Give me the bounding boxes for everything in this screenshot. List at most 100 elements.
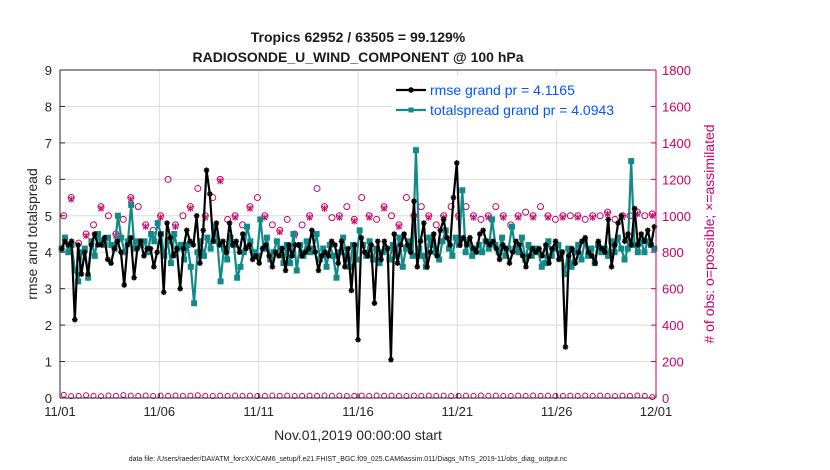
- rmse-point: [233, 238, 239, 245]
- obs-assimilated-marker: [336, 214, 343, 221]
- rmse-point: [213, 220, 220, 226]
- spread-point: [618, 245, 625, 252]
- rmse-point: [81, 249, 88, 256]
- obs-assimilated-marker: [425, 214, 432, 221]
- spread-point: [525, 241, 532, 248]
- spread-point: [91, 252, 98, 259]
- obs-assimilated-marker: [68, 196, 75, 203]
- obs-possible-marker: [551, 215, 559, 223]
- rmse-point: [556, 256, 562, 263]
- obs-possible-marker: [373, 215, 381, 223]
- rmse-point: [108, 260, 114, 266]
- rmse-point: [519, 253, 526, 259]
- obs-assimilated-marker: [351, 218, 358, 225]
- rmse-point: [338, 238, 345, 245]
- spread-point: [303, 238, 310, 245]
- obs-assimilated-marker: [306, 214, 313, 221]
- rmse-point: [160, 289, 167, 296]
- obs-assimilated-marker: [142, 223, 149, 230]
- rmse-point: [529, 245, 536, 252]
- rmse-point: [276, 253, 282, 259]
- rmse-point: [65, 242, 72, 248]
- y-tick-label-left: 0: [45, 391, 52, 406]
- rmse-point: [572, 260, 579, 266]
- spread-point: [207, 245, 214, 252]
- spread-point: [323, 263, 330, 270]
- rmse-point: [272, 249, 279, 256]
- rmse-point: [147, 245, 154, 252]
- rmse-point: [424, 264, 430, 270]
- rmse-point: [216, 242, 223, 248]
- rmse-point: [318, 253, 325, 259]
- rmse-point: [325, 253, 332, 259]
- spread-point: [439, 238, 446, 245]
- spread-point: [293, 267, 300, 274]
- rmse-point: [226, 220, 233, 226]
- rmse-point: [246, 242, 253, 248]
- rmse-point: [585, 249, 592, 256]
- obs-possible-marker: [268, 221, 276, 229]
- rmse-point: [230, 242, 236, 248]
- rmse-point: [62, 238, 68, 245]
- spread-point: [263, 234, 270, 241]
- rmse-point: [249, 256, 256, 263]
- rmse-point: [453, 160, 460, 166]
- spread-point: [621, 256, 628, 263]
- rmse-point: [506, 260, 513, 266]
- obs-possible-marker: [358, 194, 366, 202]
- obs-possible-marker: [388, 212, 396, 220]
- rmse-point: [365, 253, 371, 259]
- spread-point: [641, 249, 648, 256]
- rmse-point: [401, 231, 407, 237]
- rmse-point: [407, 249, 414, 256]
- obs-possible-marker: [313, 184, 321, 192]
- obs-assimilated-marker: [232, 214, 239, 221]
- y-tick-label-left: 9: [45, 63, 52, 78]
- rmse-point: [628, 242, 635, 248]
- rmse-point: [457, 242, 463, 248]
- rmse-point: [111, 245, 118, 252]
- rmse-point: [588, 253, 595, 259]
- rmse-point: [625, 231, 631, 237]
- obs-possible-marker: [194, 184, 202, 192]
- rmse-point: [641, 238, 648, 245]
- rmse-point: [598, 245, 605, 252]
- rmse-point: [631, 205, 638, 212]
- rmse-point: [447, 242, 453, 248]
- rmse-point: [253, 253, 259, 259]
- rmse-point: [516, 242, 523, 248]
- chart-title-line1: Tropics 62952 / 63505 = 99.129%: [251, 29, 466, 45]
- obs-possible-marker: [477, 215, 485, 223]
- spread-point: [578, 256, 585, 263]
- rmse-point: [180, 245, 187, 252]
- rmse-point: [398, 242, 404, 248]
- obs-assimilated-marker: [500, 214, 507, 221]
- obs-possible-marker: [522, 208, 530, 216]
- rmse-point: [582, 234, 589, 241]
- rmse-point: [259, 245, 266, 252]
- spread-point: [234, 274, 241, 281]
- rmse-point: [562, 344, 569, 350]
- obs-assimilated-marker: [604, 210, 611, 218]
- rmse-point: [463, 242, 470, 248]
- rmse-point: [417, 238, 424, 245]
- obs-possible-marker: [119, 215, 127, 223]
- spread-point: [333, 274, 340, 281]
- rmse-point: [651, 223, 658, 230]
- rmse-point: [193, 212, 200, 219]
- rmse-point: [174, 245, 180, 252]
- y-tick-label-right: 1200: [662, 172, 691, 187]
- rmse-point: [137, 238, 144, 245]
- rmse-point: [98, 242, 104, 248]
- rmse-point: [144, 245, 151, 252]
- spread-point: [356, 227, 363, 234]
- rmse-point: [644, 227, 651, 234]
- obs-assimilated-marker: [157, 214, 164, 221]
- spread-point: [201, 252, 208, 259]
- rmse-point: [559, 249, 565, 256]
- obs-zero-marker: [97, 393, 104, 400]
- rmse-point: [127, 234, 134, 241]
- x-tick-label: 11/06: [144, 404, 176, 419]
- rmse-point: [266, 253, 272, 259]
- rmse-point: [256, 260, 263, 266]
